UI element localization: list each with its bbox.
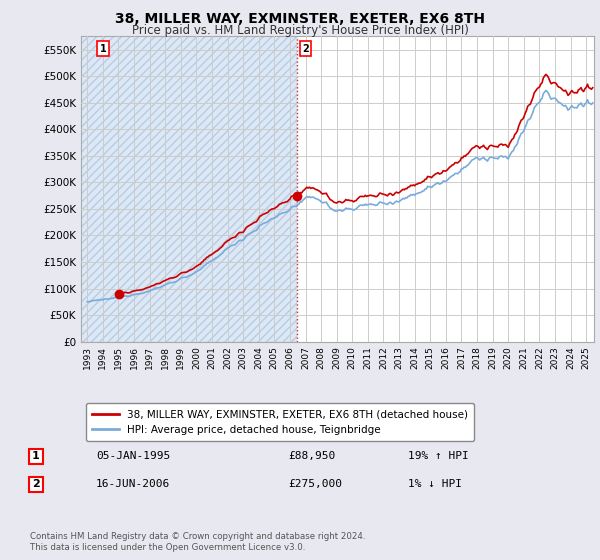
Text: 19% ↑ HPI: 19% ↑ HPI bbox=[408, 451, 469, 461]
Text: 1: 1 bbox=[100, 44, 106, 54]
Text: 05-JAN-1995: 05-JAN-1995 bbox=[96, 451, 170, 461]
Text: £88,950: £88,950 bbox=[288, 451, 335, 461]
Text: Price paid vs. HM Land Registry's House Price Index (HPI): Price paid vs. HM Land Registry's House … bbox=[131, 24, 469, 36]
Text: 2: 2 bbox=[32, 479, 40, 489]
Legend: 38, MILLER WAY, EXMINSTER, EXETER, EX6 8TH (detached house), HPI: Average price,: 38, MILLER WAY, EXMINSTER, EXETER, EX6 8… bbox=[86, 403, 474, 441]
Text: 38, MILLER WAY, EXMINSTER, EXETER, EX6 8TH: 38, MILLER WAY, EXMINSTER, EXETER, EX6 8… bbox=[115, 12, 485, 26]
Text: 16-JUN-2006: 16-JUN-2006 bbox=[96, 479, 170, 489]
Text: £275,000: £275,000 bbox=[288, 479, 342, 489]
Text: Contains HM Land Registry data © Crown copyright and database right 2024.
This d: Contains HM Land Registry data © Crown c… bbox=[30, 532, 365, 552]
Text: 1: 1 bbox=[32, 451, 40, 461]
Bar bbox=[81, 36, 297, 342]
Bar bbox=[81, 36, 297, 342]
Text: 1% ↓ HPI: 1% ↓ HPI bbox=[408, 479, 462, 489]
Text: 2: 2 bbox=[302, 44, 309, 54]
